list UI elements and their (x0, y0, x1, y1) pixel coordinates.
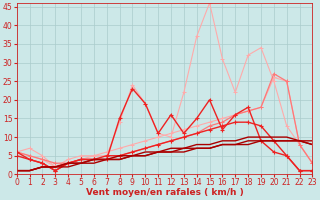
X-axis label: Vent moyen/en rafales ( km/h ): Vent moyen/en rafales ( km/h ) (86, 188, 244, 197)
